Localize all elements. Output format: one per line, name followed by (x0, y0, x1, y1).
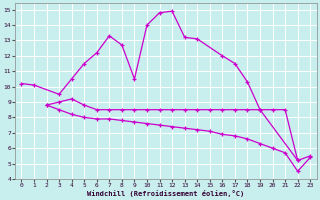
X-axis label: Windchill (Refroidissement éolien,°C): Windchill (Refroidissement éolien,°C) (87, 190, 244, 197)
